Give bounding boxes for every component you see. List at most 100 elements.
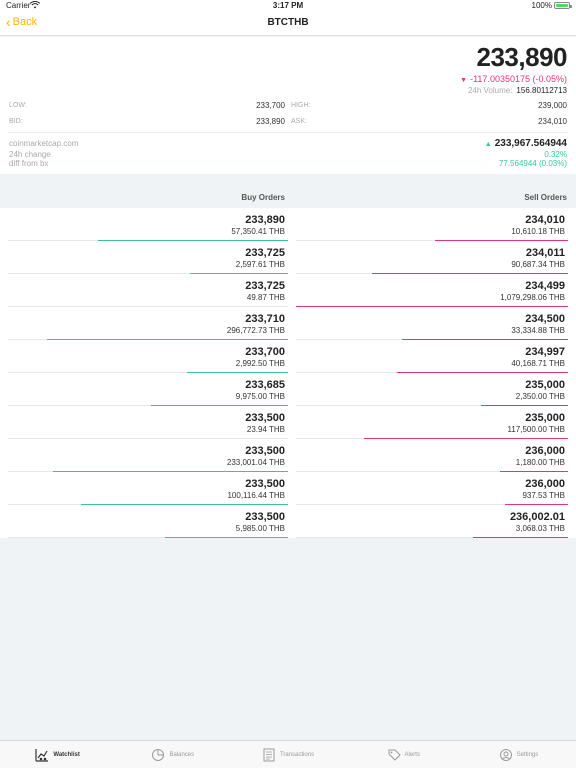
tab-transactions[interactable]: Transactions bbox=[230, 741, 345, 768]
tab-watchlist[interactable]: Watchlist bbox=[0, 741, 115, 768]
buy-order[interactable]: 233,500 23.94 THB bbox=[8, 406, 288, 439]
pie-chart-icon bbox=[151, 748, 165, 762]
order-row: 233,710 296,772.73 THB 234,500 33,334.88 TH… bbox=[0, 307, 576, 340]
orders-header: Buy Orders Sell Orders bbox=[0, 188, 576, 208]
buy-order[interactable]: 233,500 233,001.04 THB bbox=[8, 439, 288, 472]
volume-24h: 24h Volume: 156.80112713 bbox=[468, 86, 567, 95]
row-divider bbox=[8, 306, 288, 307]
sell-order-price: 236,002.01 bbox=[509, 511, 565, 523]
back-label: Back bbox=[12, 16, 38, 28]
watchlist-icon bbox=[35, 748, 49, 762]
sell-order[interactable]: 234,010 10,610.18 THB bbox=[296, 208, 568, 241]
sell-depth-bar bbox=[402, 339, 568, 340]
order-row: 233,500 23.94 THB 235,000 117,500.00 THB bbox=[0, 406, 576, 439]
cmc-diff-value: 77.564944 (0.03%) bbox=[498, 159, 567, 168]
buy-order-price: 233,725 bbox=[245, 280, 285, 292]
buy-depth-bar bbox=[80, 504, 288, 505]
cmc-change-label: 24h change bbox=[9, 150, 51, 159]
sell-orders-header: Sell Orders bbox=[524, 193, 567, 202]
document-icon bbox=[262, 748, 276, 762]
buy-order-amount: 49.87 THB bbox=[246, 293, 285, 302]
buy-order-amount: 9,975.00 THB bbox=[235, 392, 285, 401]
sell-order-amount: 937.53 THB bbox=[522, 491, 565, 500]
buy-order-price: 233,500 bbox=[245, 445, 285, 457]
buy-order-amount: 100,116.44 THB bbox=[227, 491, 285, 500]
order-row: 233,500 233,001.04 THB 236,000 1,180.00 THB bbox=[0, 439, 576, 472]
sell-order[interactable]: 236,000 937.53 THB bbox=[296, 472, 568, 505]
buy-order[interactable]: 233,725 49.87 THB bbox=[8, 274, 288, 307]
navigation-bar: ‹ Back BTCTHB bbox=[0, 12, 576, 36]
buy-order[interactable]: 233,500 5,985.00 THB bbox=[8, 505, 288, 538]
divider bbox=[8, 132, 568, 133]
row-divider bbox=[8, 372, 288, 373]
buy-order-amount: 2,992.50 THB bbox=[235, 359, 285, 368]
buy-order-price: 233,500 bbox=[245, 511, 285, 523]
cmc-price-value: 233,967.564944 bbox=[494, 138, 567, 149]
cmc-source: coinmarketcap.com bbox=[9, 139, 79, 148]
buy-order[interactable]: 233,685 9,975.00 THB bbox=[8, 373, 288, 406]
row-divider bbox=[8, 273, 288, 274]
sell-order[interactable]: 234,997 40,168.71 THB bbox=[296, 340, 568, 373]
row-divider bbox=[8, 537, 288, 538]
settings-icon bbox=[499, 748, 513, 762]
row-divider bbox=[8, 438, 288, 439]
order-row: 233,500 5,985.00 THB 236,002.01 3,068.03 TH… bbox=[0, 505, 576, 538]
buy-order[interactable]: 233,725 2,597.61 THB bbox=[8, 241, 288, 274]
sell-depth-bar bbox=[480, 405, 568, 406]
sell-depth-bar bbox=[505, 504, 568, 505]
sell-order-price: 234,500 bbox=[525, 313, 565, 325]
buy-order-amount: 5,985.00 THB bbox=[235, 524, 285, 533]
row-divider bbox=[8, 405, 288, 406]
sell-order-price: 234,011 bbox=[525, 247, 565, 259]
buy-order[interactable]: 233,500 100,116.44 THB bbox=[8, 472, 288, 505]
back-button[interactable]: ‹ Back bbox=[6, 15, 37, 29]
buy-order[interactable]: 233,710 296,772.73 THB bbox=[8, 307, 288, 340]
sell-order[interactable]: 235,000 117,500.00 THB bbox=[296, 406, 568, 439]
sell-order-amount: 10,610.18 THB bbox=[511, 227, 565, 236]
sell-order[interactable]: 234,011 90,687.34 THB bbox=[296, 241, 568, 274]
buy-order[interactable]: 233,890 57,350.41 THB bbox=[8, 208, 288, 241]
status-time: 3:17 PM bbox=[272, 1, 304, 10]
sell-order-amount: 3,068.03 THB bbox=[515, 524, 565, 533]
buy-order[interactable]: 233,700 2,992.50 THB bbox=[8, 340, 288, 373]
sell-order[interactable]: 236,002.01 3,068.03 THB bbox=[296, 505, 568, 538]
tab-label: Watchlist bbox=[53, 751, 80, 758]
last-price: 233,890 bbox=[476, 42, 568, 72]
triangle-up-icon: ▲ bbox=[484, 141, 492, 148]
ticker-summary: 233,890 ▼ -117.00350175 (-0.05%) 24h Volu… bbox=[0, 37, 576, 174]
sell-order[interactable]: 235,000 2,350.00 THB bbox=[296, 373, 568, 406]
tab-alerts[interactable]: Alerts bbox=[346, 741, 461, 768]
buy-order-amount: 233,001.04 THB bbox=[226, 458, 285, 467]
price-change-value: -117.00350175 (-0.05%) bbox=[470, 74, 567, 84]
sell-depth-bar bbox=[372, 273, 568, 274]
high-label: HIGH: bbox=[291, 102, 311, 109]
row-divider bbox=[296, 471, 568, 472]
buy-order-price: 233,725 bbox=[245, 247, 285, 259]
order-row: 233,500 100,116.44 THB 236,000 937.53 THB bbox=[0, 472, 576, 505]
row-divider bbox=[296, 240, 568, 241]
sell-order[interactable]: 234,499 1,079,298.06 THB bbox=[296, 274, 568, 307]
low-label: LOW: bbox=[9, 102, 27, 109]
sell-order[interactable]: 234,500 33,334.88 THB bbox=[296, 307, 568, 340]
sell-order-price: 234,997 bbox=[525, 346, 565, 358]
order-row: 233,685 9,975.00 THB 235,000 2,350.00 THB bbox=[0, 373, 576, 406]
sell-order-price: 236,000 bbox=[525, 478, 565, 490]
sell-depth-bar bbox=[472, 537, 568, 538]
buy-order-price: 233,685 bbox=[245, 379, 285, 391]
buy-order-price: 233,700 bbox=[245, 346, 285, 358]
bid-label: BID: bbox=[9, 118, 23, 125]
sell-order-amount: 1,079,298.06 THB bbox=[500, 293, 565, 302]
buy-order-price: 233,500 bbox=[245, 412, 285, 424]
tab-bar: Watchlist Balances Transactions Alerts Setti… bbox=[0, 740, 576, 768]
tab-balances[interactable]: Balances bbox=[115, 741, 230, 768]
tab-label: Settings bbox=[516, 751, 539, 758]
sell-depth-bar bbox=[500, 471, 568, 472]
buy-depth-bar bbox=[164, 537, 288, 538]
cmc-price: ▲ 233,967.564944 bbox=[485, 138, 567, 149]
sell-order[interactable]: 236,000 1,180.00 THB bbox=[296, 439, 568, 472]
tab-settings[interactable]: Settings bbox=[461, 741, 576, 768]
sell-order-amount: 117,500.00 THB bbox=[507, 425, 565, 434]
sell-depth-bar bbox=[364, 438, 568, 439]
buy-orders-header: Buy Orders bbox=[241, 193, 285, 202]
triangle-down-icon: ▼ bbox=[460, 77, 468, 84]
